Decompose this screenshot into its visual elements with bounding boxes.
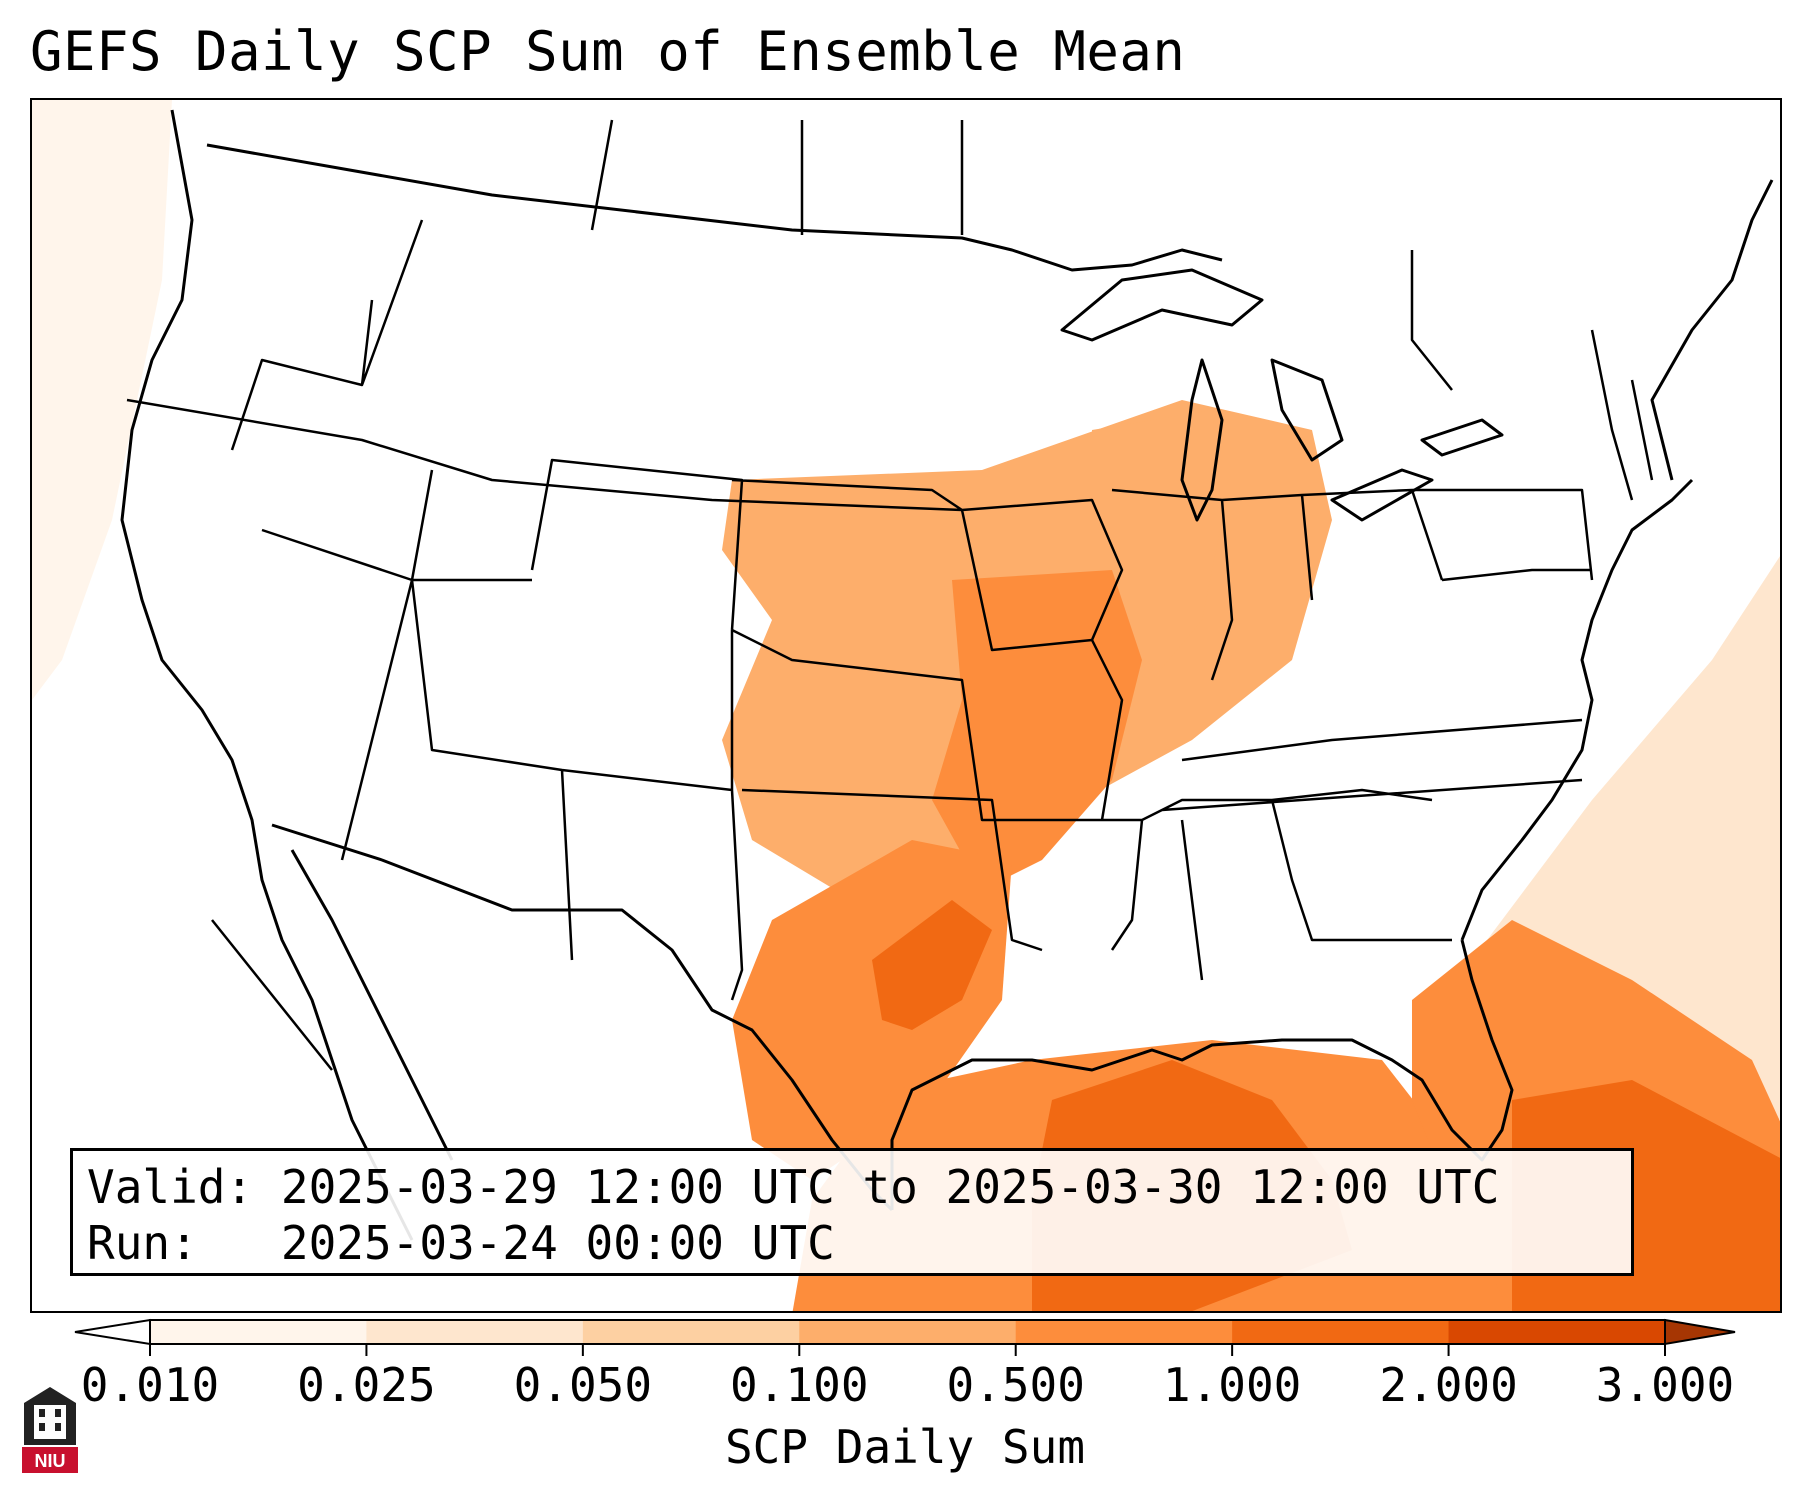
map-panel: Valid: 2025-03-29 12:00 UTC to 2025-03-3… [30, 98, 1782, 1313]
colorbar-title: SCP Daily Sum [725, 1420, 1085, 1474]
colorbar-segment [799, 1320, 1016, 1344]
valid-range: 2025-03-29 12:00 UTC to 2025-03-30 12:00… [281, 1160, 1500, 1214]
colorbar-under-arrow [75, 1320, 150, 1344]
colorbar-segments [150, 1320, 1666, 1344]
colorbar-ticks [150, 1344, 1665, 1356]
colorbar-tick-label: 2.000 [1379, 1358, 1517, 1412]
colorbar-over-arrow [1665, 1320, 1735, 1344]
lake-ontario [1422, 420, 1502, 455]
colorbar-tick-label: 0.500 [946, 1358, 1084, 1412]
colorbar-tick-label: 0.025 [297, 1358, 435, 1412]
valid-run-info-box: Valid: 2025-03-29 12:00 UTC to 2025-03-3… [70, 1148, 1634, 1276]
scp-shading [32, 100, 1782, 1313]
colorbar-tick-label: 0.010 [81, 1358, 219, 1412]
niu-logo: NIU [20, 1383, 80, 1478]
colorbar-segment [1449, 1320, 1666, 1344]
colorbar-tick-label: 3.000 [1596, 1358, 1734, 1412]
colorbar-segment [150, 1320, 367, 1344]
colorbar-tick-label: 0.050 [514, 1358, 652, 1412]
run-time: 2025-03-24 00:00 UTC [281, 1216, 835, 1270]
northeast-canada-coast [1652, 180, 1772, 480]
scp-region-missouri-arkansas [932, 570, 1142, 890]
valid-label: Valid: [87, 1160, 253, 1214]
colorbar-segment [583, 1320, 800, 1344]
colorbar-tick-label: 0.100 [730, 1358, 868, 1412]
scp-map [32, 100, 1782, 1313]
pacific-coastline [122, 110, 412, 1240]
map-title: GEFS Daily SCP Sum of Ensemble Mean [30, 20, 1185, 83]
colorbar-segment [1016, 1320, 1233, 1344]
colorbar-segment [1232, 1320, 1449, 1344]
colorbar-tick-label: 1.000 [1163, 1358, 1301, 1412]
lake-erie [1332, 470, 1432, 520]
colorbar-segment [366, 1320, 583, 1344]
run-label: Run: [87, 1216, 198, 1270]
us-canada-border [207, 145, 1222, 270]
baja-peninsula [292, 850, 452, 1160]
lake-superior [1062, 270, 1262, 340]
scp-region-western-speckle [32, 100, 172, 700]
colorbar [0, 1300, 1803, 1360]
logo-text: NIU [35, 1451, 66, 1471]
